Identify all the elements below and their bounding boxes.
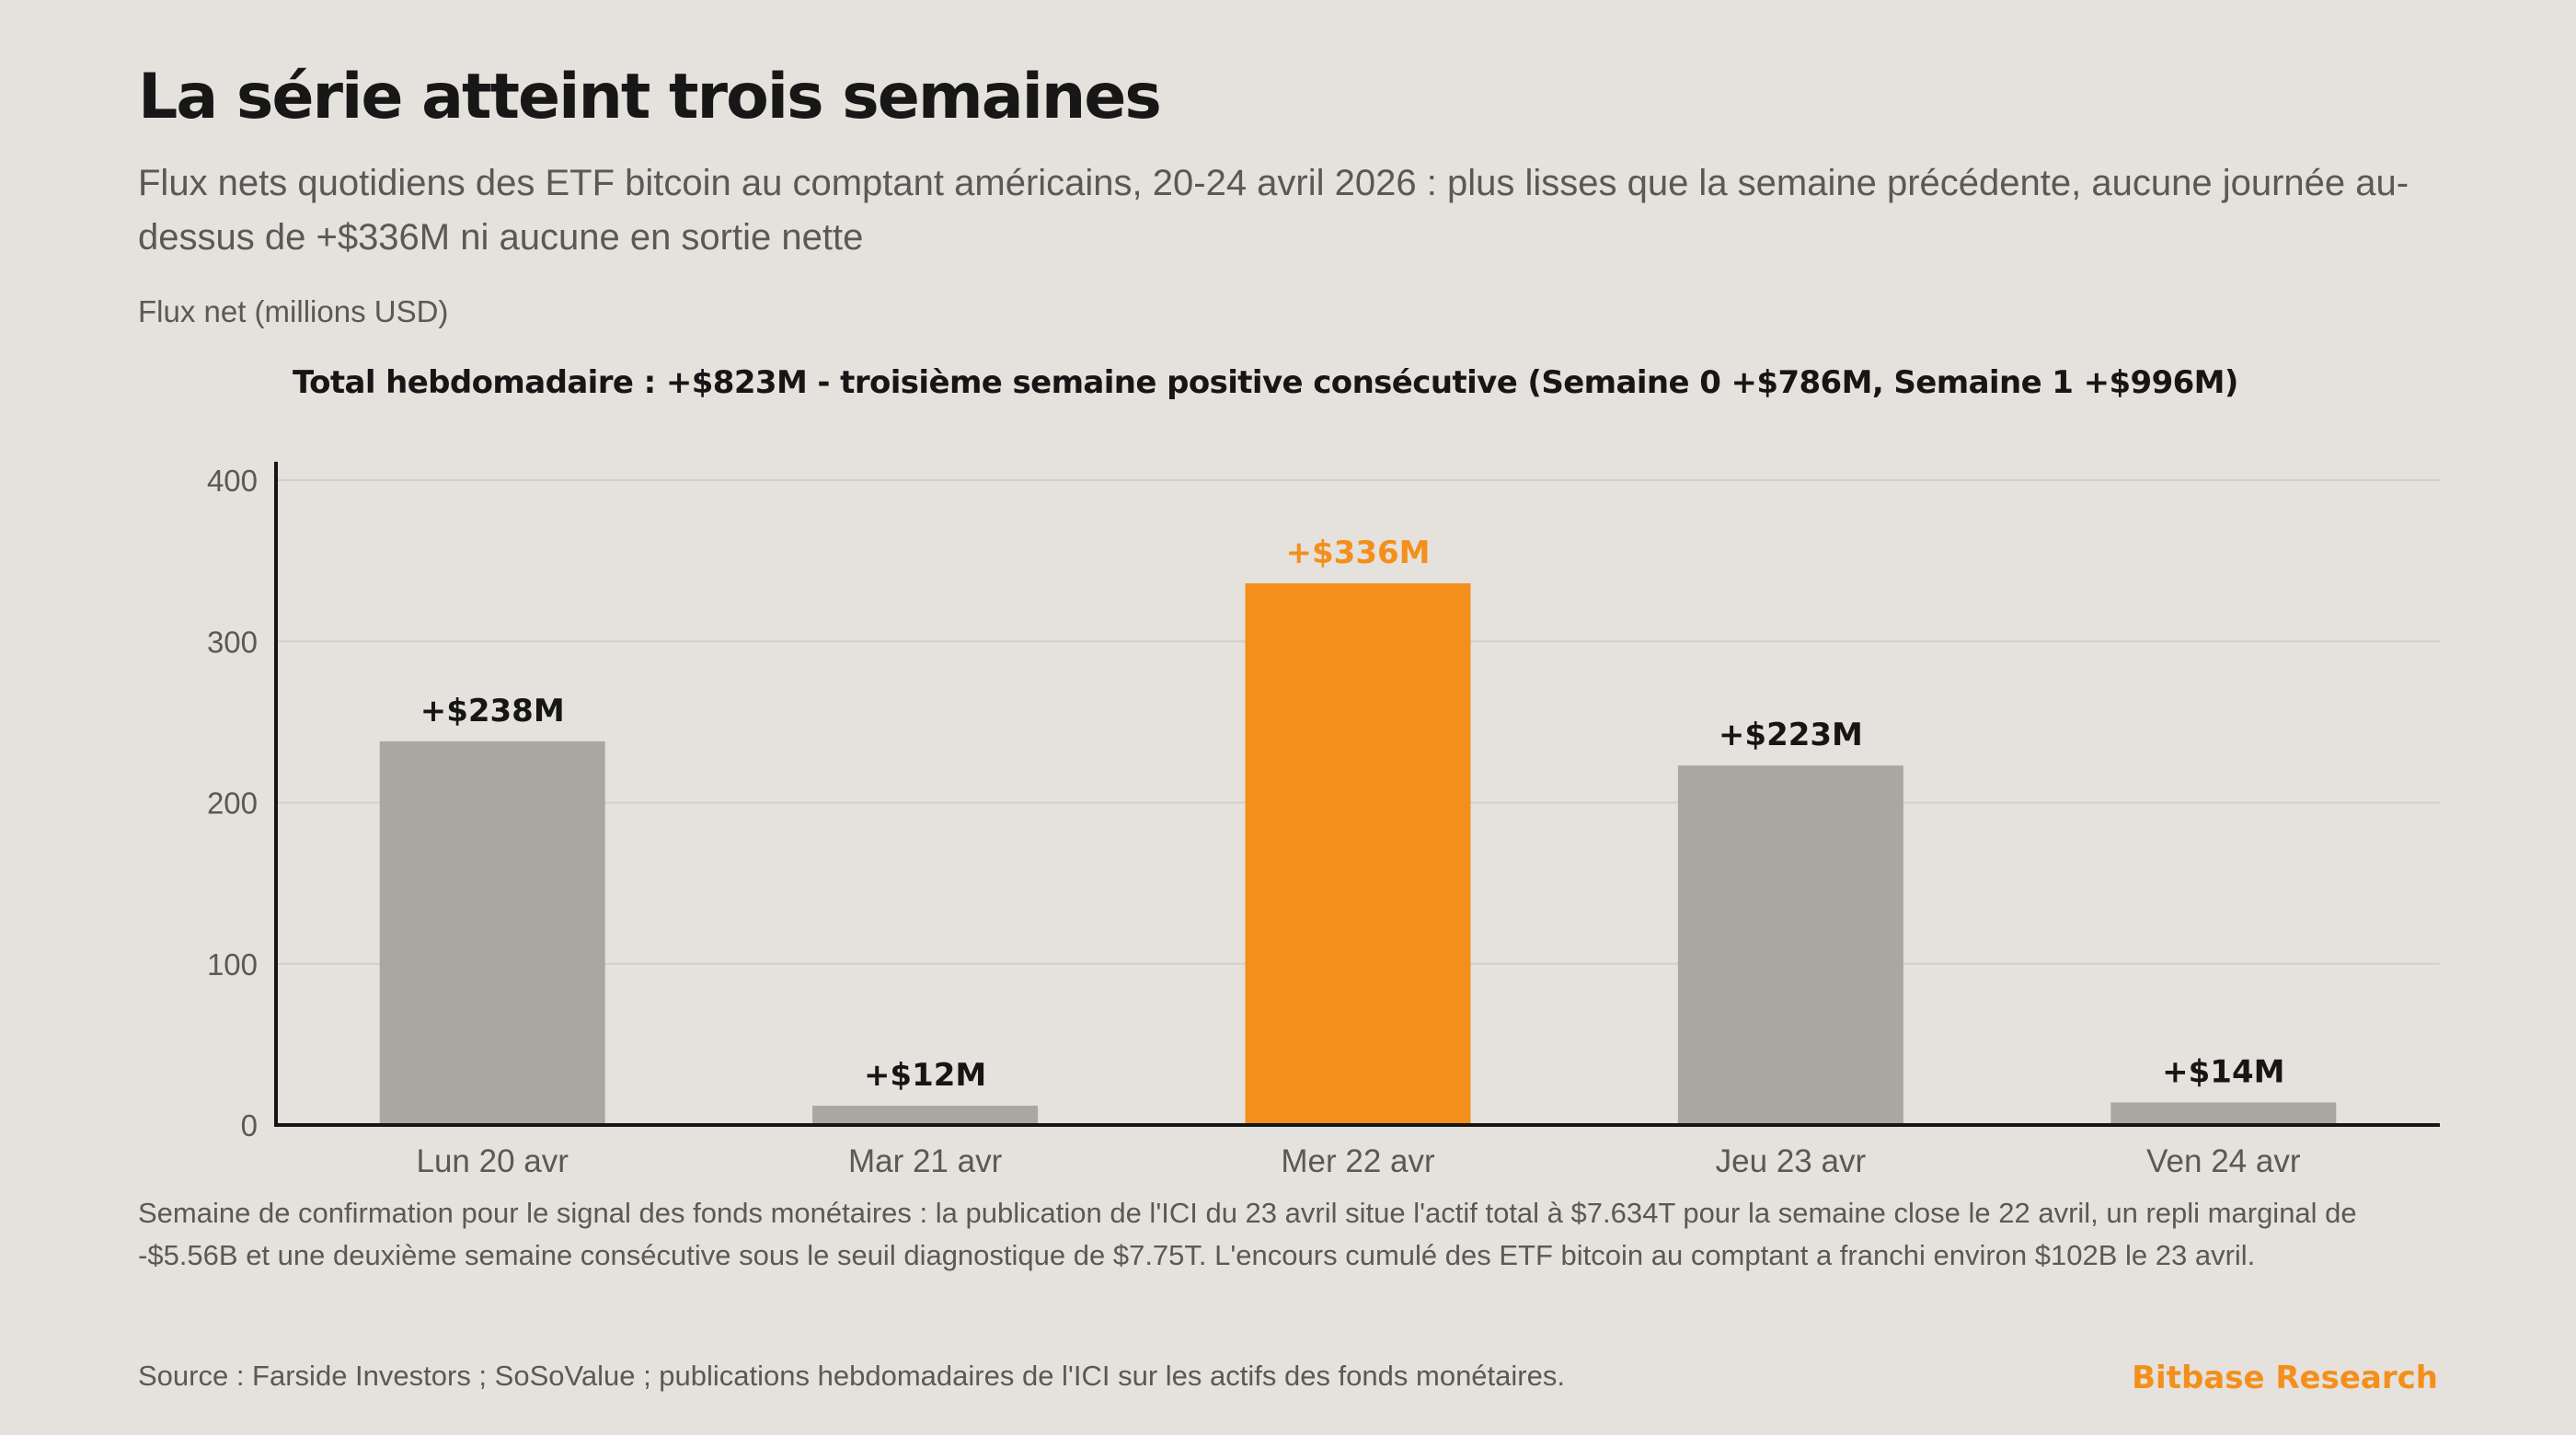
bar xyxy=(1245,583,1471,1125)
bar xyxy=(812,1105,1039,1125)
bar-value-label: +$336M xyxy=(1286,534,1431,571)
bar xyxy=(379,740,605,1125)
y-tick-label: 300 xyxy=(207,625,258,659)
x-tick-label: Jeu 23 avr xyxy=(1716,1143,1867,1179)
bar-value-label: +$238M xyxy=(420,693,565,729)
bar-value-label: +$12M xyxy=(864,1057,986,1094)
chart-title: La série atteint trois semaines xyxy=(138,61,1162,133)
x-tick-label: Mar 21 avr xyxy=(848,1143,1003,1179)
bar xyxy=(1677,765,1903,1125)
y-tick-label: 400 xyxy=(207,464,258,498)
x-tick-label: Lun 20 avr xyxy=(416,1143,569,1179)
source-note: Source : Farside Investors ; SoSoValue ;… xyxy=(138,1360,1565,1392)
y-tick-label: 100 xyxy=(207,947,258,982)
bar-value-label: +$14M xyxy=(2162,1053,2284,1090)
chart-subtitle: Flux nets quotidiens des ETF bitcoin au … xyxy=(138,163,2409,258)
x-tick-label: Mer 22 avr xyxy=(1281,1143,1435,1179)
y-axis-title: Flux net (millions USD) xyxy=(138,294,449,328)
bar xyxy=(2110,1102,2337,1125)
weekly-total-annotation: Total hebdomadaire : +$823M - troisième … xyxy=(293,364,2238,401)
y-tick-label: 0 xyxy=(241,1108,258,1142)
y-tick-label: 200 xyxy=(207,786,258,821)
bar-chart: 0 100 200 300 400 +$238M Lun 20 avr +$12M Mar 21… xyxy=(207,462,2440,1179)
brand-logo: Bitbase Research xyxy=(2132,1360,2438,1396)
x-tick-label: Ven 24 avr xyxy=(2146,1143,2301,1179)
footnote: Semaine de confirmation pour le signal d… xyxy=(138,1197,2357,1271)
bar-value-label: +$223M xyxy=(1719,717,1863,753)
